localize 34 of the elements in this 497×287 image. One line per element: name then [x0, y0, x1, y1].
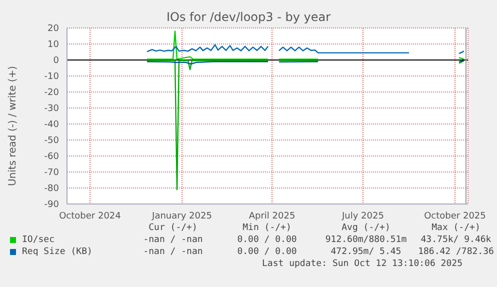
x-tick-label: January 2025 — [151, 211, 212, 222]
text: Avg (-/+) — [340, 222, 392, 234]
text: 0.00 / 0.00 — [236, 246, 298, 258]
y-tick-label: -30 — [44, 104, 60, 114]
text: Max (-/+) — [430, 222, 482, 234]
legend-label: IO/sec — [21, 234, 56, 246]
x-tick-label: April 2025 — [248, 211, 296, 222]
y-tick-label: 20 — [48, 24, 60, 34]
y-tick-label: 10 — [48, 40, 60, 50]
y-tick-label: 0 — [53, 56, 60, 66]
y-tick-label: -10 — [44, 72, 60, 82]
text: 0.00 / 0.00 — [236, 234, 298, 246]
y-tick-label: -70 — [44, 168, 60, 178]
y-tick-label: -50 — [44, 136, 60, 146]
y-tick-label: -60 — [44, 152, 60, 162]
text: Min (-/+) — [242, 222, 292, 234]
legend-label: Req Size (KB) — [21, 246, 94, 258]
text: Cur (-/+) — [148, 222, 198, 234]
text: -nan / -nan — [142, 246, 204, 258]
text: 186.42 /782.36 — [417, 246, 495, 258]
text: -nan / -nan — [142, 234, 204, 246]
y-tick-label: -80 — [44, 184, 60, 194]
y-tick-label: -40 — [44, 120, 60, 130]
y-tick-label: -20 — [44, 88, 60, 98]
y-axis-title: Units read (-) / write (+) — [8, 66, 19, 186]
text: 912.60m/880.51m — [324, 234, 408, 246]
text: Last update: Sun Oct 12 13:10:06 2025 — [262, 258, 462, 270]
y-tick-label: -90 — [44, 200, 60, 210]
chart-title: IOs for /dev/loop3 - by year — [165, 10, 332, 24]
text: 43.75k/ 9.46k — [420, 234, 492, 246]
x-tick-label: July 2025 — [341, 211, 384, 222]
x-tick-label: October 2024 — [59, 211, 122, 222]
x-tick-label: October 2025 — [424, 211, 486, 222]
text: 472.95m/ 5.45 — [330, 246, 402, 258]
